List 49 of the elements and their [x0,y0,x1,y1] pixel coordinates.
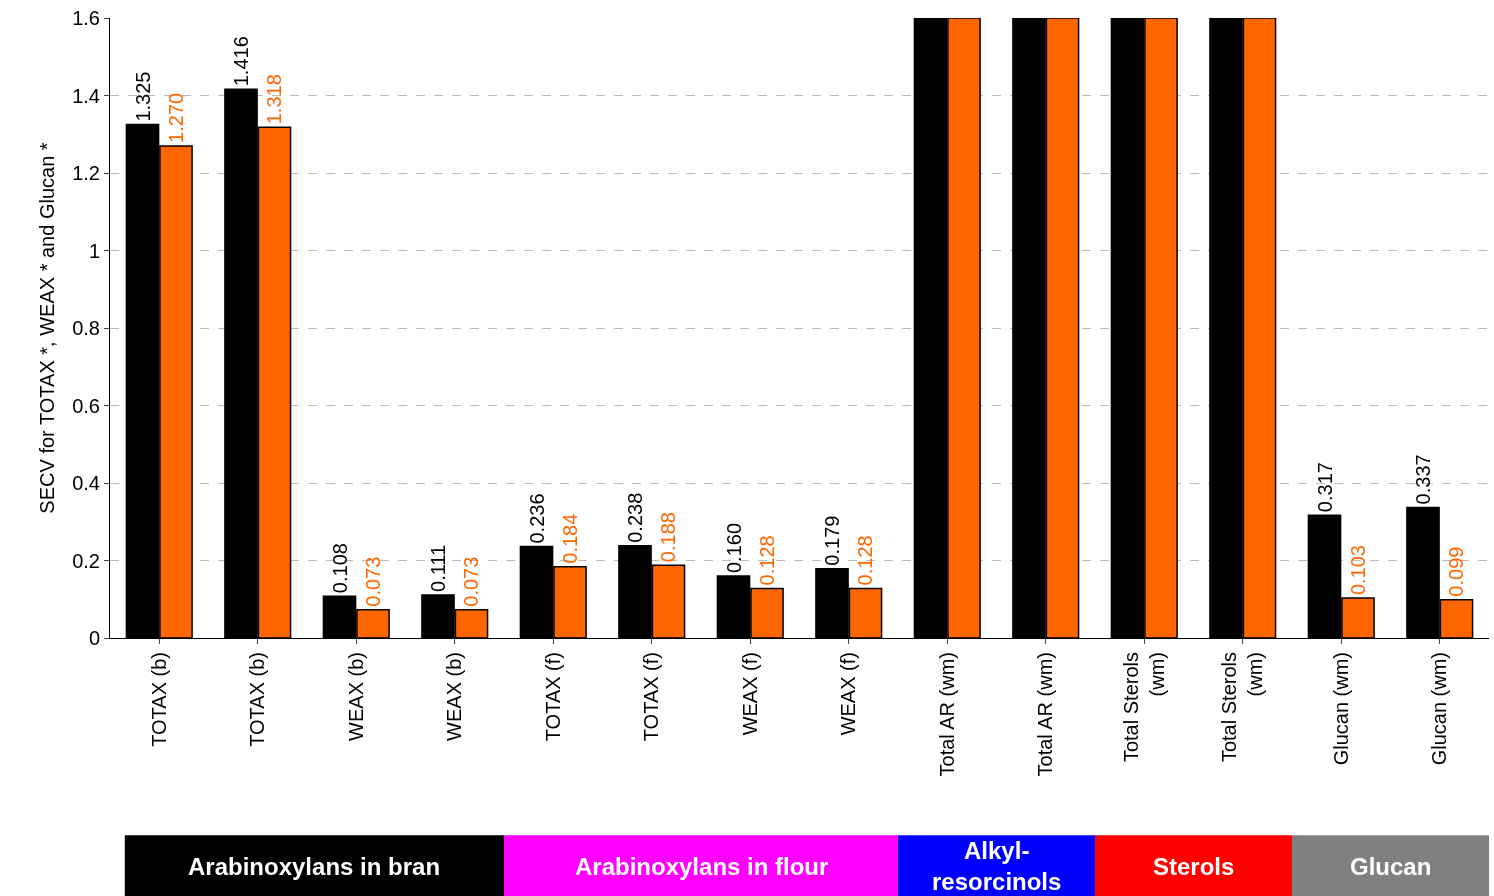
y-tick-label: 1.2 [72,162,100,184]
data-label: 0.103 [1346,545,1369,596]
data-label: 0.236 [525,493,548,544]
y-tick-label: 0.4 [72,472,100,494]
data-label: 0.111 [427,544,450,592]
data-label: 0.099 [1445,546,1468,597]
x-tick-label: Total AR (wm) [935,652,958,777]
data-label: 0.179 [821,515,844,566]
text: Glucan [1350,853,1432,880]
data-label: 0.238 [624,492,647,543]
y-tick-label: 1 [88,239,100,262]
text: Alkyl-resorcinols [932,837,1062,896]
data-label: 0.184 [558,513,581,564]
text: Sterols [1153,853,1235,880]
y-tick-label: 0.2 [72,549,100,572]
x-tick-label: WEAX (b) [344,652,367,741]
data-label: 0.128 [854,535,877,586]
x-tick-label: Total Sterols (wm) [1218,652,1267,763]
data-label: 0.073 [460,556,483,607]
data-label: 1.318 [263,74,286,125]
text: Arabinoxylans in bran [188,853,441,880]
data-label: 0.317 [1313,462,1336,513]
x-tick-label: TOTAX (f) [541,652,564,742]
data-label: 1.270 [164,92,187,143]
x-tick-label: TOTAX (b) [147,652,170,747]
y-tick-label: 1.6 [72,7,100,29]
y-tick-label: 0.6 [72,394,100,417]
data-label: 0.337 [1412,454,1435,505]
x-tick-label: TOTAX (b) [246,652,269,747]
y-tick-label: 0 [88,627,100,649]
data-label: 0.188 [657,512,680,563]
x-tick-label: Total AR (wm) [1034,652,1057,777]
x-tick-label: Glucan (wm) [1428,652,1451,766]
x-tick-label: WEAX (f) [738,652,761,736]
data-label: 0.160 [722,522,745,573]
y-axis-title: SECV for TOTAX *, WEAX * and Glucan * [35,142,58,514]
data-label: 1.416 [230,36,253,87]
text: Arabinoxylans in flour [575,853,829,880]
data-label: 0.073 [361,556,384,607]
y-tick-label: 0.8 [72,317,100,339]
x-tick-label: TOTAX (f) [640,652,663,742]
data-label: 0.108 [328,543,351,594]
data-label: 1.325 [131,71,154,122]
x-tick-label: Total Sterols (wm) [1119,652,1168,763]
x-tick-label: WEAX (f) [837,652,860,736]
x-tick-label: Glucan (wm) [1329,652,1352,766]
y-tick-label: 1.4 [72,84,100,107]
data-label: 0.128 [755,535,778,586]
x-tick-label: WEAX (b) [443,652,466,741]
